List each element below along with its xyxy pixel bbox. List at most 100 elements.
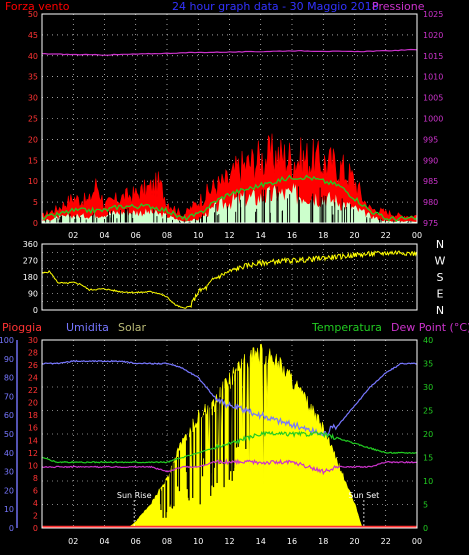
temperature-y-tick-label: 10 bbox=[423, 477, 433, 486]
direction-y-tick-label: 0 bbox=[33, 306, 38, 315]
temperature-y-tick-label: 5 bbox=[423, 501, 428, 510]
wind-x-tick-label: 22 bbox=[381, 231, 391, 240]
compass-label: N bbox=[436, 304, 444, 317]
wind-x-tick-label: 14 bbox=[256, 231, 266, 240]
humidity-y-tick-label: 10 bbox=[28, 461, 38, 470]
wind-frame bbox=[41, 13, 418, 224]
rain-y-tick-label: 50 bbox=[4, 430, 14, 439]
direction-series bbox=[41, 249, 418, 309]
direction-y-tick-label: 180 bbox=[23, 273, 38, 282]
wind-x-tick-label: 18 bbox=[318, 231, 328, 240]
wind-y-tick-label: 35 bbox=[28, 73, 38, 82]
weather-x-tick-label: 20 bbox=[349, 537, 359, 546]
wind-x-tick-label: 12 bbox=[224, 231, 234, 240]
pressure-y-tick-label: 985 bbox=[423, 177, 438, 186]
humidity-title: Umidita bbox=[66, 321, 109, 334]
solar-title: Solar bbox=[118, 321, 147, 334]
weather-frame bbox=[41, 339, 418, 529]
wind-y-tick-label: 25 bbox=[28, 115, 38, 124]
humidity-y-tick-label: 12 bbox=[28, 449, 38, 458]
humidity-y-tick-label: 16 bbox=[28, 424, 38, 433]
rain-y-tick-label: 40 bbox=[4, 449, 14, 458]
weather-x-tick-label: 02 bbox=[68, 537, 78, 546]
rain-y-tick-label: 70 bbox=[4, 392, 14, 401]
humidity-y-tick-label: 18 bbox=[28, 411, 38, 420]
wind-series bbox=[42, 183, 417, 223]
compass-label: S bbox=[437, 271, 444, 284]
wind-x-tick-label: 20 bbox=[349, 231, 359, 240]
wind-x-tick-label: 16 bbox=[287, 231, 297, 240]
pressure-y-tick-label: 1010 bbox=[423, 73, 443, 82]
direction-y-tick-label: 360 bbox=[23, 240, 38, 249]
rain-title: Pioggia bbox=[2, 321, 42, 334]
rain-y-tick-label: 30 bbox=[4, 468, 14, 477]
temperature-y-tick-label: 25 bbox=[423, 407, 433, 416]
weather-x-tick-label: 04 bbox=[99, 537, 109, 546]
rain-y-tick-label: 10 bbox=[4, 505, 14, 514]
rain-y-tick-label: 90 bbox=[4, 355, 14, 364]
rain-y-tick-label: 100 bbox=[0, 336, 14, 345]
direction-y-tick-label: 270 bbox=[23, 257, 38, 266]
weather-x-tick-label: 06 bbox=[131, 537, 141, 546]
wind-x-tick-label: 06 bbox=[131, 231, 141, 240]
temperature-y-tick-label: 15 bbox=[423, 454, 433, 463]
temperature-y-tick-label: 20 bbox=[423, 430, 433, 439]
temperature-y-tick-label: 35 bbox=[423, 360, 433, 369]
temperature-series bbox=[41, 430, 418, 464]
wind-x-tick-label: 08 bbox=[162, 231, 172, 240]
weather-x-tick-label: 14 bbox=[256, 537, 266, 546]
compass-label: N bbox=[436, 238, 444, 251]
direction-frame bbox=[41, 243, 418, 311]
wind-x-tick-label: 00 bbox=[412, 231, 422, 240]
wind-y-tick-label: 20 bbox=[28, 135, 38, 144]
pressure-y-tick-label: 1005 bbox=[423, 94, 443, 103]
chart-title: 24 hour graph data - 30 Maggio 2018 bbox=[172, 0, 379, 13]
weather-x-tick-label: 10 bbox=[193, 537, 203, 546]
weather-x-tick-label: 08 bbox=[162, 537, 172, 546]
wind-x-tick-label: 02 bbox=[68, 231, 78, 240]
weather-x-tick-label: 18 bbox=[318, 537, 328, 546]
pressure-y-tick-label: 1000 bbox=[423, 115, 443, 124]
pressure-y-tick-label: 975 bbox=[423, 219, 438, 228]
humidity-series bbox=[42, 359, 418, 437]
weather-x-tick-label: 12 bbox=[224, 537, 234, 546]
humidity-y-tick-label: 26 bbox=[28, 361, 38, 370]
sunset-label: Sun Set bbox=[348, 491, 379, 500]
rain-y-tick-label: 80 bbox=[4, 374, 14, 383]
humidity-y-tick-label: 20 bbox=[28, 399, 38, 408]
temperature-title: Temperatura bbox=[311, 321, 382, 334]
wind-x-tick-label: 10 bbox=[193, 231, 203, 240]
pressure-y-tick-label: 990 bbox=[423, 156, 438, 165]
compass-label: W bbox=[435, 255, 446, 268]
average-wind-series bbox=[41, 174, 418, 223]
wind-x-tick-label: 04 bbox=[99, 231, 109, 240]
sunrise-label: Sun Rise bbox=[117, 491, 152, 500]
wind-y-tick-label: 50 bbox=[28, 10, 38, 19]
pressure-y-tick-label: 1015 bbox=[423, 52, 443, 61]
weather-panel: 02 04 06 08 10 12 14 16 18 20 22 000102030405060708… bbox=[0, 336, 433, 546]
humidity-y-tick-label: 6 bbox=[33, 486, 38, 495]
humidity-y-tick-label: 2 bbox=[33, 511, 38, 520]
wind-pressure-panel: 02 04 06 08 10 12 14 16 18 20 22 000510152025303540… bbox=[28, 10, 444, 240]
dewpoint-title: Dew Point (°C) bbox=[391, 321, 469, 334]
wind-y-tick-label: 40 bbox=[28, 52, 38, 61]
humidity-y-tick-label: 0 bbox=[33, 524, 38, 533]
humidity-y-tick-label: 14 bbox=[28, 436, 38, 445]
humidity-y-tick-label: 4 bbox=[33, 499, 38, 508]
wind-y-tick-label: 5 bbox=[33, 198, 38, 207]
pressure-y-tick-label: 1025 bbox=[423, 10, 443, 19]
humidity-y-tick-label: 28 bbox=[28, 349, 38, 358]
temperature-y-tick-label: 30 bbox=[423, 383, 433, 392]
wind-y-tick-label: 0 bbox=[33, 219, 38, 228]
humidity-y-tick-label: 22 bbox=[28, 386, 38, 395]
wind-y-tick-label: 10 bbox=[28, 177, 38, 186]
dewpoint-series bbox=[41, 458, 417, 476]
temperature-y-tick-label: 40 bbox=[423, 336, 433, 345]
rain-y-tick-label: 60 bbox=[4, 411, 14, 420]
weather-x-tick-label: 00 bbox=[412, 537, 422, 546]
wind-y-tick-label: 45 bbox=[28, 31, 38, 40]
wind-y-tick-label: 15 bbox=[28, 156, 38, 165]
left-title: Forza vento bbox=[5, 0, 70, 13]
